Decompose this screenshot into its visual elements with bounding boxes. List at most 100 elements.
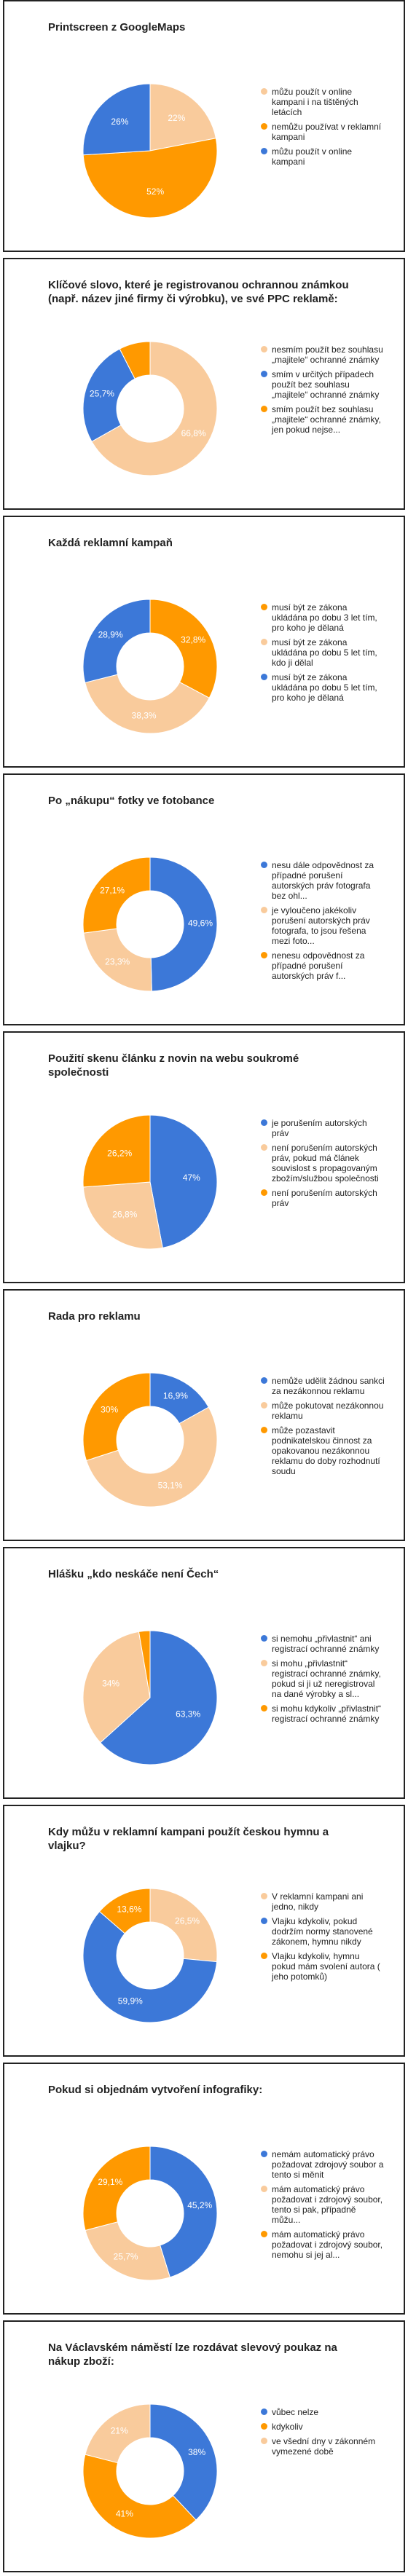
value-label: 47%: [183, 1173, 200, 1183]
legend-label: si nemohu „přivlastnit“ ani registrací o…: [272, 1634, 380, 1654]
chart-title: Rada pro reklamu: [48, 1310, 141, 1323]
value-label: 25,7%: [90, 388, 114, 398]
chart: 26,5% 59,9% 13,6%: [82, 1888, 218, 2023]
legend-swatch: [261, 1189, 267, 1196]
legend-item: mám automatický právo požadovat i zdrojo…: [261, 2184, 385, 2225]
slice: [85, 2403, 151, 2464]
legend: nemůže udělit žádnou sankci za nezákonno…: [261, 1376, 385, 1481]
legend-swatch: [261, 371, 267, 377]
chart-title: Kdy můžu v reklamní kampani použít česko…: [48, 1826, 329, 1852]
legend-swatch: [261, 346, 267, 352]
legend-label: musí být ze zákona ukládána po dobu 5 le…: [272, 672, 377, 703]
chart: 32,8% 38,3% 28,9%: [82, 599, 218, 734]
legend-item: není porušením autorských práv, pokud má…: [261, 1143, 385, 1183]
value-label: 30%: [101, 1405, 118, 1415]
legend-swatch: [261, 2231, 267, 2237]
chart: 47% 26,8% 26,2%: [82, 1114, 218, 1250]
value-label: 53,1%: [158, 1480, 183, 1490]
chart: 38% 41% 21%: [82, 2403, 218, 2539]
legend-label: mám automatický právo požadovat i zdrojo…: [272, 2184, 383, 2225]
legend-item: může pokutovat nezákonnou reklamu: [261, 1401, 385, 1421]
chart: 49,6% 23,3% 27,1%: [82, 856, 218, 992]
chart: 16,9% 53,1% 30%: [82, 1372, 218, 1508]
value-label: 22%: [168, 113, 185, 123]
slice: [82, 1114, 151, 1188]
legend-item: Vlajku kdykoliv, hymnu pokud mám svolení…: [261, 1951, 385, 1982]
value-label: 28,9%: [98, 630, 123, 640]
legend-label: Vlajku kdykoliv, pokud dodržím normy sta…: [272, 1916, 373, 1947]
value-label: 16,9%: [163, 1391, 188, 1401]
value-label: 26,8%: [112, 1209, 137, 1219]
legend-swatch: [261, 123, 267, 130]
chart-panel: 63,3% 34% Hlášku „kdo neskáče není Čech“ si…: [3, 1547, 405, 1799]
value-label: 41%: [116, 2509, 133, 2519]
legend-swatch: [261, 862, 267, 868]
legend: vůbec nelze kdykoliv ve všední dny v zákon…: [261, 2407, 385, 2461]
slice: [82, 599, 151, 683]
legend: musí být ze zákona ukládána po dobu 3 le…: [261, 602, 385, 707]
legend-swatch: [261, 952, 267, 958]
legend-swatch: [261, 1119, 267, 1126]
value-label: 32,8%: [181, 635, 205, 645]
chart-panel: 47% 26,8% 26,2% Použití skenu článku z novi…: [3, 1031, 405, 1283]
legend-item: musí být ze zákona ukládána po dobu 3 le…: [261, 602, 385, 633]
legend-item: smím použít bez souhlasu „majitele“ ochr…: [261, 404, 385, 435]
legend-swatch: [261, 148, 267, 154]
legend: nesmím použít bez souhlasu „majitele“ oc…: [261, 344, 385, 439]
legend-label: kdykoliv: [272, 2422, 303, 2432]
slice: [82, 2146, 151, 2232]
slice: [82, 1372, 151, 1462]
legend-label: může pokutovat nezákonnou reklamu: [272, 1401, 384, 1421]
value-label: 45,2%: [187, 2200, 212, 2210]
slice: [85, 1406, 218, 1508]
legend-swatch: [261, 674, 267, 680]
slice: [82, 2454, 197, 2539]
legend-swatch: [261, 1635, 267, 1642]
chart-panel: 16,9% 53,1% 30% Rada pro reklamu nemůže uděl…: [3, 1289, 405, 1541]
legend: V reklamní kampani ani jedno, nikdy Vlajk…: [261, 1891, 385, 1986]
legend-item: musí být ze zákona ukládána po dobu 5 le…: [261, 637, 385, 668]
legend-item: je porušením autorských práv: [261, 1118, 385, 1138]
legend-swatch: [261, 1705, 267, 1712]
legend-swatch: [261, 639, 267, 645]
chart-panel: 38% 41% 21% Na Václavském náměstí lze rozdá…: [3, 2320, 405, 2572]
value-label: 52%: [146, 186, 164, 197]
slice: [100, 1630, 218, 1765]
legend-swatch: [261, 1918, 267, 1924]
chart-title: Použití skenu článku z novin na webu sou…: [48, 1052, 299, 1079]
legend-item: mám automatický právo požadovat i zdrojo…: [261, 2229, 385, 2260]
slice: [85, 674, 210, 734]
legend: je porušením autorských práv není porušen…: [261, 1118, 385, 1213]
legend-label: může pozastavit podnikatelskou činnost z…: [272, 1425, 380, 1476]
legend-swatch: [261, 2423, 267, 2430]
value-label: 34%: [102, 1679, 119, 1689]
legend-label: není porušením autorských práv, pokud má…: [272, 1143, 379, 1183]
legend-swatch: [261, 1377, 267, 1384]
legend-label: musí být ze zákona ukládána po dobu 5 le…: [272, 637, 377, 668]
legend-label: nemám automatický právo požadovat zdrojo…: [272, 2149, 384, 2180]
legend-label: nesu dále odpovědnost za případné poruše…: [272, 860, 374, 901]
slice: [82, 83, 151, 156]
chart-panel: 22% 52% 26% Printscreen z GoogleMaps můžu po…: [3, 0, 405, 252]
legend-swatch: [261, 88, 267, 95]
slice: [82, 138, 218, 218]
value-label: 63,3%: [176, 1709, 200, 1719]
chart-title: Printscreen z GoogleMaps: [48, 21, 186, 34]
legend-item: může pozastavit podnikatelskou činnost z…: [261, 1425, 385, 1476]
legend-label: můžu použít v online kampani i na tištěn…: [272, 87, 358, 117]
slice: [149, 2403, 218, 2521]
legend-label: V reklamní kampani ani jedno, nikdy: [272, 1891, 364, 1912]
chart-panel: 66,8% 25,7% Klíčové slovo, které je regist…: [3, 258, 405, 510]
chart-title: Klíčové slovo, které je registrovanou oc…: [48, 279, 349, 305]
legend-item: nenesu odpovědnost za případné porušení …: [261, 950, 385, 981]
value-label: 21%: [111, 2426, 128, 2436]
legend-label: je porušením autorských práv: [272, 1118, 367, 1138]
chart-title: Na Václavském náměstí lze rozdávat slevo…: [48, 2341, 337, 2368]
legend-label: si mohu kdykoliv „přivlastnit“ registrac…: [272, 1703, 382, 1724]
legend-swatch: [261, 604, 267, 610]
slice: [82, 1181, 163, 1250]
chart-panel: 32,8% 38,3% 28,9% Každá reklamní kampaň musí…: [3, 516, 405, 768]
legend-item: si mohu kdykoliv „přivlastnit“ registrac…: [261, 1703, 385, 1724]
legend-item: si mohu „přivlastnit“ registrací ochrann…: [261, 1658, 385, 1699]
